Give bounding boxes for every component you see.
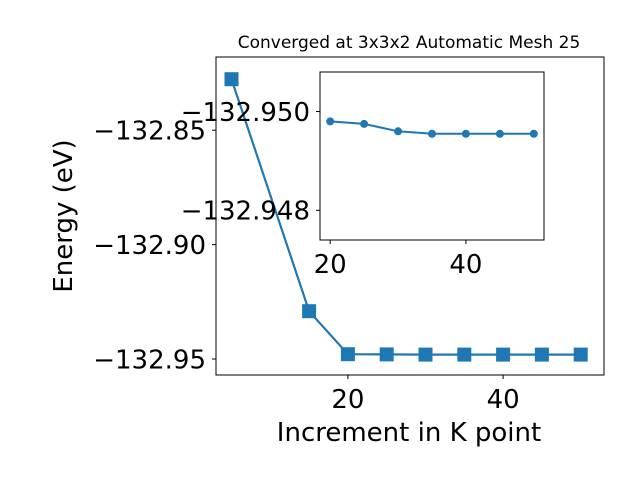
main-data-point [379,347,394,362]
main-y-ticks: −132.85 −132.90 −132.95 [93,117,216,375]
inset-plot: 20 40 −132.950−132.948 [181,71,545,280]
main-data-point [418,347,433,362]
main-plot: Converged at 3x3x2 Automatic Mesh 25 20 4… [49,33,605,448]
inset-x-ticks: 20 40 [314,240,482,280]
inset-data-point [428,129,436,138]
inset-data-point [394,127,403,136]
main-data-point [573,347,588,362]
main-title: Converged at 3x3x2 Automatic Mesh 25 [238,33,581,53]
inset-data-point [461,129,470,138]
inset-data-point [495,129,504,138]
inset-y-ticks: −132.950 −132.948 [181,98,320,227]
main-data-point [224,72,239,87]
main-x-tick-label: 20 [331,385,364,415]
inset-data-point [326,117,335,126]
inset-plot-background [320,72,544,240]
main-series [224,72,588,362]
main-x-axis-label: Increment in K point [277,418,541,448]
inset-y-tick-label: −132.948 [181,197,310,227]
inset-y-tick-label: −132.950 [181,98,310,128]
main-y-axis-label: Energy (eV) [49,139,79,292]
inset-plot-frame [319,71,545,241]
main-y-tick-label: −132.85 [93,117,206,147]
inset-data-point [529,129,538,138]
main-data-point [457,347,472,362]
main-data-point [534,347,549,362]
inset-x-tick-label: 20 [314,250,347,280]
main-data-point [340,347,355,362]
inset-data-point [360,119,369,128]
main-data-point [302,304,317,319]
main-y-tick-label: −132.95 [93,345,206,375]
main-plot-frame [215,56,605,376]
inset-x-tick-label: 40 [449,250,482,280]
main-x-ticks: 20 40 [331,375,520,415]
main-y-tick-label: −132.90 [93,231,206,261]
main-data-point [496,347,511,362]
main-x-tick-label: 40 [487,385,520,415]
inset-series [326,117,538,138]
